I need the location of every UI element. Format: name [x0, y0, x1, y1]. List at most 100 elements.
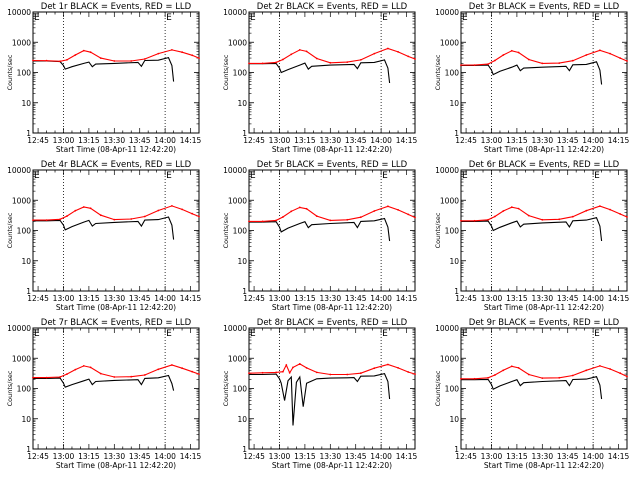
- data-point: [282, 58, 284, 61]
- y-axis-label: Counts/sec: [6, 212, 14, 248]
- event-flag: E: [594, 171, 600, 181]
- data-point: [59, 60, 61, 63]
- y-tick-label: 10: [237, 99, 247, 108]
- y-axis-label: Counts/sec: [434, 370, 442, 406]
- data-point: [130, 218, 133, 220]
- x-tick-label: 13:15: [78, 452, 100, 461]
- data-point: [288, 371, 291, 374]
- x-tick-label: 13:00: [481, 294, 503, 303]
- y-tick-label: 10000: [7, 324, 31, 333]
- series-black: [249, 59, 391, 84]
- series-line-red: [33, 364, 200, 379]
- x-axis: 12:45 13:00 13:15 13:30 13:45 14:00 14:15: [243, 170, 418, 303]
- series-line-red: [461, 365, 628, 380]
- data-point: [191, 212, 194, 215]
- event-flag: E: [250, 13, 256, 23]
- x-axis: 12:45 13:00 13:15 13:30 13:45 14:00 14:15: [27, 170, 202, 303]
- x-tick-label: 13:00: [269, 294, 291, 303]
- x-tick-label: 12:45: [27, 452, 49, 461]
- x-axis: 12:45 13:00 13:15 13:30 13:45 14:00 14:15: [455, 12, 630, 145]
- x-tick-label: 13:00: [53, 294, 75, 303]
- data-point: [275, 371, 277, 374]
- data-point: [181, 367, 184, 370]
- y-tick-label: 10: [449, 99, 459, 108]
- panel-det-5: Det 5r BLACK = Events, RED = LLD 1 10 100 10…: [222, 160, 418, 312]
- x-tick-label: 13:45: [345, 294, 367, 303]
- y-tick-label: 1000: [228, 354, 247, 363]
- data-point: [387, 363, 389, 366]
- data-point: [502, 369, 505, 372]
- series-line-black: [33, 374, 175, 391]
- data-point: [460, 377, 462, 380]
- data-point: [407, 55, 410, 58]
- x-tick-label: 13:30: [103, 452, 125, 461]
- series-line-black: [249, 372, 391, 426]
- x-tick-label: 12:45: [27, 294, 49, 303]
- series-line-red: [461, 49, 628, 66]
- data-point: [59, 218, 61, 221]
- data-point: [89, 366, 92, 369]
- data-point: [298, 363, 301, 365]
- x-tick-label: 12:45: [455, 136, 477, 145]
- data-point: [346, 373, 349, 376]
- x-tick-label: 13:00: [269, 136, 291, 145]
- y-tick-label: 10000: [435, 324, 459, 333]
- data-point: [517, 51, 520, 54]
- y-tick-label: 1000: [228, 38, 247, 47]
- series-red: [248, 47, 416, 65]
- data-point: [571, 215, 574, 218]
- series-line-black: [249, 59, 391, 84]
- data-point: [82, 49, 85, 52]
- data-point: [113, 376, 116, 378]
- data-point: [198, 57, 200, 59]
- data-point: [473, 377, 476, 380]
- data-point: [191, 370, 194, 373]
- series-black: [249, 372, 391, 426]
- data-point: [407, 213, 410, 216]
- series-red: [460, 365, 628, 380]
- data-point: [275, 219, 277, 222]
- series-red: [32, 49, 200, 63]
- data-point: [359, 59, 362, 61]
- y-tick-label: 100: [445, 69, 460, 78]
- y-tick-label: 1000: [440, 196, 459, 205]
- data-point: [275, 61, 277, 64]
- data-point: [305, 50, 308, 53]
- x-tick-label: 13:15: [506, 136, 528, 145]
- y-tick-label: 10: [449, 257, 459, 266]
- x-tick-label: 13:45: [345, 136, 367, 145]
- series-line-black: [461, 217, 603, 242]
- data-point: [460, 219, 462, 222]
- data-point: [89, 207, 92, 210]
- y-tick-label: 100: [17, 385, 32, 394]
- plot-frame: [460, 169, 628, 292]
- y-tick-label: 10: [21, 415, 31, 424]
- x-axis: 12:45 13:00 13:15 13:30 13:45 14:00 14:15: [243, 328, 418, 461]
- x-tick-label: 14:15: [396, 294, 418, 303]
- x-tick-label: 12:45: [243, 452, 265, 461]
- x-tick-label: 14:00: [370, 452, 392, 461]
- series-line-red: [33, 205, 200, 221]
- x-tick-label: 14:15: [180, 294, 202, 303]
- data-point: [261, 371, 264, 374]
- data-point: [45, 59, 48, 62]
- data-point: [414, 373, 416, 375]
- data-point: [619, 372, 622, 375]
- y-tick-label: 1: [454, 445, 459, 454]
- y-tick-label: 100: [445, 385, 460, 394]
- data-point: [32, 376, 34, 379]
- data-point: [329, 219, 332, 222]
- x-tick-label: 13:00: [269, 452, 291, 461]
- data-point: [599, 49, 601, 52]
- data-point: [414, 58, 416, 60]
- data-point: [527, 373, 530, 376]
- y-axis: 1 10 100 1000 10000: [7, 8, 199, 138]
- y-axis: 1 10 100 1000 10000: [7, 324, 199, 454]
- y-tick-label: 1: [454, 129, 459, 138]
- series-black: [33, 374, 175, 391]
- y-tick-label: 1000: [440, 354, 459, 363]
- panel-title: Det 1r BLACK = Events, RED = LLD: [41, 2, 192, 12]
- event-flag: E: [34, 13, 40, 23]
- event-flag: E: [34, 171, 40, 181]
- data-point: [599, 365, 601, 367]
